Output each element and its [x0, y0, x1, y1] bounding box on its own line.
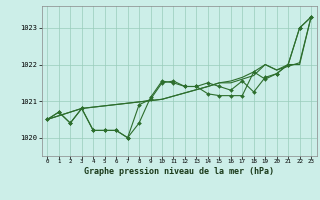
X-axis label: Graphe pression niveau de la mer (hPa): Graphe pression niveau de la mer (hPa) [84, 167, 274, 176]
